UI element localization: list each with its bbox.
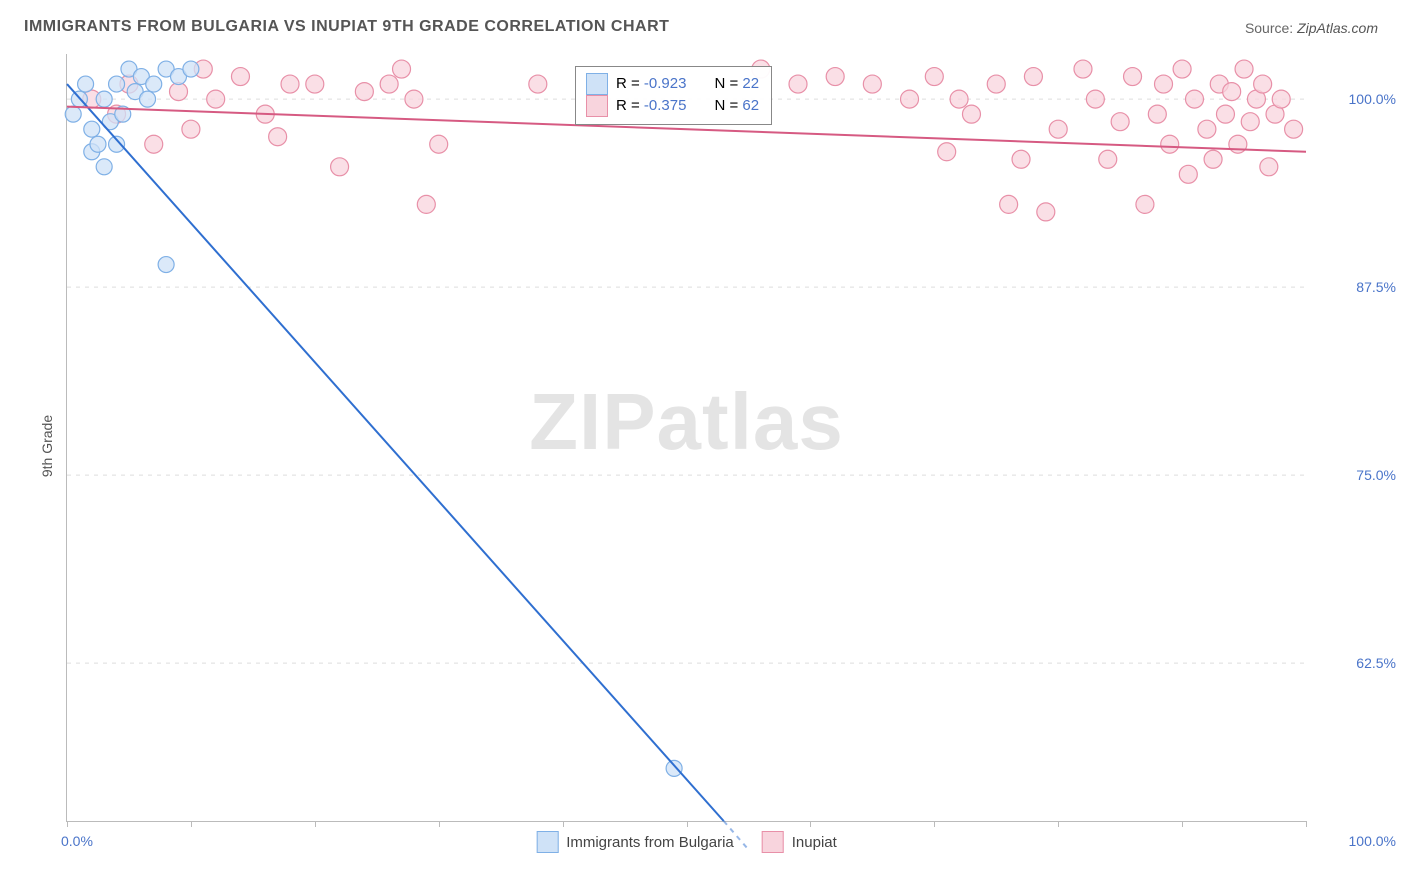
legend-r-label: R = -0.923 (616, 73, 686, 96)
series-legend-label: Inupiat (792, 834, 837, 851)
source-value: ZipAtlas.com (1297, 20, 1378, 36)
y-tick-label: 75.0% (1316, 467, 1396, 483)
legend-swatch (762, 831, 784, 853)
x-tick (687, 821, 688, 827)
legend-swatch (586, 95, 608, 117)
series-legend-item-bulgaria: Immigrants from Bulgaria (536, 831, 734, 853)
y-tick-label: 62.5% (1316, 655, 1396, 671)
y-axis-label: 9th Grade (39, 415, 55, 477)
legend-swatch (536, 831, 558, 853)
correlation-legend: R = -0.923 N = 22 R = -0.375 N = 62 (575, 66, 772, 125)
y-tick-label: 87.5% (1316, 279, 1396, 295)
x-tick (1306, 821, 1307, 827)
source-label: Source: (1245, 20, 1293, 36)
x-tick (67, 821, 68, 827)
legend-row-inupiat: R = -0.375 N = 62 (586, 95, 759, 118)
legend-n-label: N = 62 (714, 95, 759, 118)
source-credit: Source: ZipAtlas.com (1245, 20, 1378, 36)
legend-r-value: -0.923 (644, 75, 687, 92)
x-tick-label: 0.0% (61, 833, 93, 849)
x-tick (810, 821, 811, 827)
y-tick-label: 100.0% (1316, 91, 1396, 107)
x-tick (439, 821, 440, 827)
legend-r-label: R = -0.375 (616, 95, 686, 118)
x-tick (934, 821, 935, 827)
series-legend: Immigrants from Bulgaria Inupiat (536, 831, 837, 853)
chart-svg (67, 54, 1306, 821)
series-legend-label: Immigrants from Bulgaria (566, 834, 734, 851)
series-legend-item-inupiat: Inupiat (762, 831, 837, 853)
x-tick (1058, 821, 1059, 827)
chart-title: IMMIGRANTS FROM BULGARIA VS INUPIAT 9TH … (24, 18, 669, 36)
x-tick (1182, 821, 1183, 827)
x-tick-label: 100.0% (1316, 833, 1396, 849)
legend-n-label: N = 22 (714, 73, 759, 96)
x-tick (191, 821, 192, 827)
legend-n-value: 62 (742, 97, 759, 114)
x-tick (315, 821, 316, 827)
legend-n-value: 22 (742, 75, 759, 92)
x-tick (563, 821, 564, 827)
legend-row-bulgaria: R = -0.923 N = 22 (586, 73, 759, 96)
legend-r-value: -0.375 (644, 97, 687, 114)
plot-area: ZIPatlas R = -0.923N = 22R = -0.375N = 6… (66, 54, 1306, 822)
legend-swatch (586, 73, 608, 95)
